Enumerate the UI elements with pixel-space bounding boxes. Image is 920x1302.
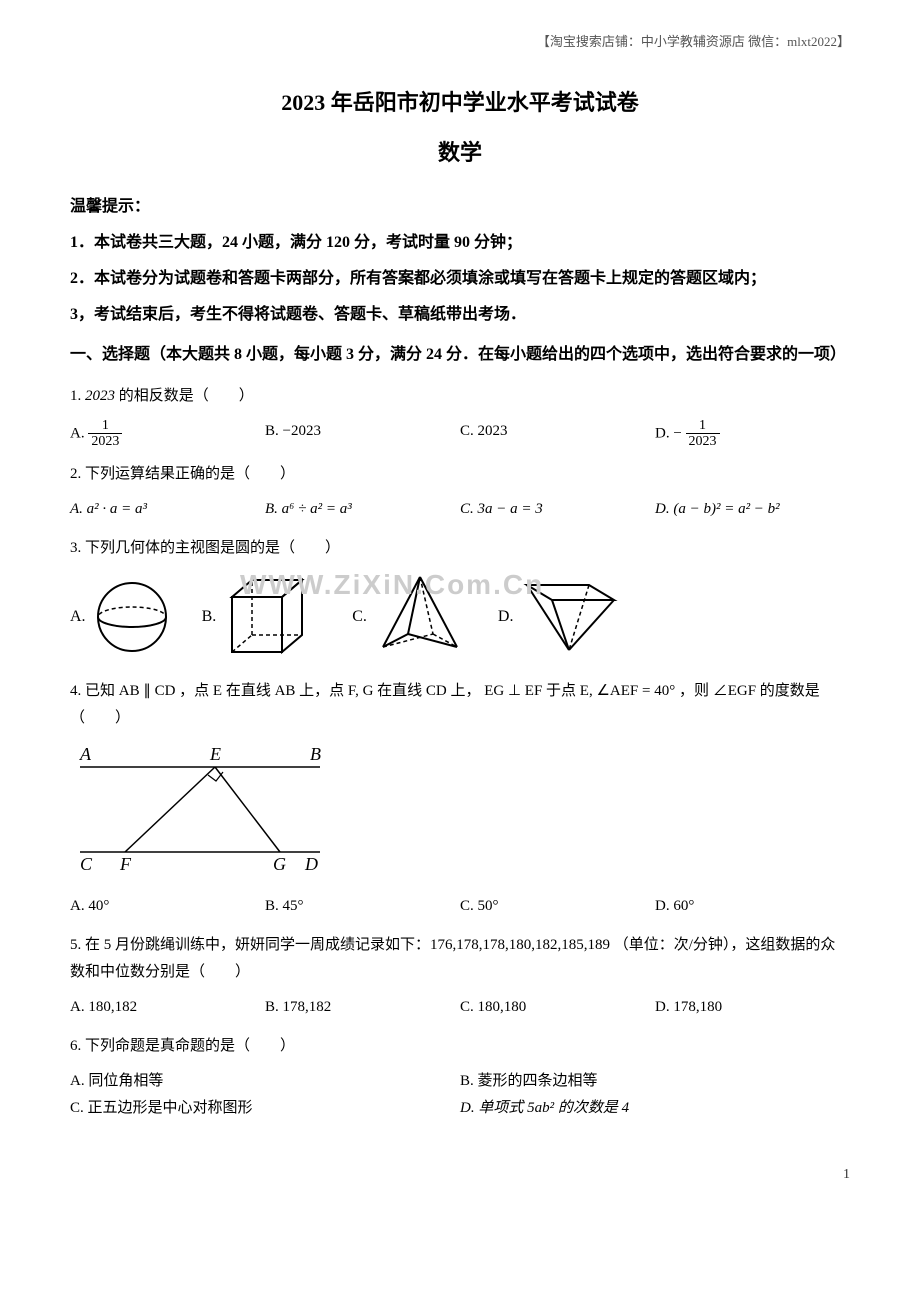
diag-label-g: G (273, 854, 286, 872)
q1-option-a: A. 1 2023 (70, 418, 265, 450)
q3-option-a: A. (70, 577, 172, 657)
diag-label-f: F (119, 854, 132, 872)
q3-option-b: B. (202, 572, 323, 662)
q1a-num: 1 (88, 418, 122, 434)
q5-options: A. 180,182 B. 178,182 C. 180,180 D. 178,… (70, 994, 850, 1021)
q3-options: A. B. C. (70, 572, 850, 662)
instruction-1: 1．本试卷共三大题，24 小题，满分 120 分，考试时量 90 分钟； (70, 227, 850, 259)
q6-options: A. 同位角相等 B. 菱形的四条边相等 C. 正五边形是中心对称图形 D. 单… (70, 1068, 850, 1122)
q1d-label: D. − (655, 425, 682, 441)
q6-option-b: B. 菱形的四条边相等 (460, 1068, 850, 1095)
diag-label-e: E (209, 744, 221, 764)
q1-suffix: 的相反数是（ ） (115, 388, 254, 404)
main-title: 2023 年岳阳市初中学业水平考试试卷 (70, 83, 850, 123)
q6-option-c: C. 正五边形是中心对称图形 (70, 1095, 460, 1122)
q3b-label: B. (202, 603, 217, 632)
q6-option-a: A. 同位角相等 (70, 1068, 460, 1095)
q1a-label: A. (70, 425, 88, 441)
q1-option-d: D. − 1 2023 (655, 418, 850, 450)
q5-option-a: A. 180,182 (70, 994, 265, 1021)
q1-number: 2023 (85, 388, 115, 404)
q4-options: A. 40° B. 45° C. 50° D. 60° (70, 893, 850, 920)
q2-options: A. a² · a = a³ B. a⁶ ÷ a² = a³ C. 3a − a… (70, 496, 850, 523)
page-container: 【淘宝搜索店铺：中小学教辅资源店 微信：mlxt2022】 2023 年岳阳市初… (70, 30, 850, 1187)
instruction-3: 3，考试结束后，考生不得将试题卷、答题卡、草稿纸带出考场． (70, 299, 850, 331)
q5-option-d: D. 178,180 (655, 994, 850, 1021)
section-1-header: 一、选择题（本大题共 8 小题，每小题 3 分，满分 24 分．在每小题给出的四… (70, 339, 850, 371)
q6-option-d: D. 单项式 5ab² 的次数是 4 (460, 1095, 850, 1122)
q4-diagram: A E B C F G D (70, 742, 850, 883)
q1-option-b: B. −2023 (265, 418, 460, 450)
sphere-icon (92, 577, 172, 657)
prism-icon (519, 575, 624, 660)
q3-option-d: D. (498, 575, 625, 660)
q1d-fraction: 1 2023 (686, 418, 720, 450)
q4-option-c: C. 50° (460, 893, 655, 920)
question-3: 3. 下列几何体的主视图是圆的是（ ） (70, 535, 850, 562)
q1-options: A. 1 2023 B. −2023 C. 2023 D. − 1 2023 (70, 418, 850, 450)
q4-option-d: D. 60° (655, 893, 850, 920)
page-number: 1 (70, 1162, 850, 1187)
q1-option-c: C. 2023 (460, 418, 655, 450)
q2-option-d: D. (a − b)² = a² − b² (655, 496, 850, 523)
question-5: 5. 在 5 月份跳绳训练中，妍妍同学一周成绩记录如下：176,178,178,… (70, 932, 850, 986)
q4-option-b: B. 45° (265, 893, 460, 920)
q2-option-b: B. a⁶ ÷ a² = a³ (265, 496, 460, 523)
q1-prefix: 1. (70, 388, 85, 404)
q3-option-c: C. (352, 572, 468, 662)
q4-option-a: A. 40° (70, 893, 265, 920)
question-1: 1. 2023 的相反数是（ ） (70, 383, 850, 410)
diag-label-b: B (310, 744, 321, 764)
pyramid-icon (373, 572, 468, 662)
q3d-label: D. (498, 603, 514, 632)
question-4: 4. 已知 AB ∥ CD ，点 E 在直线 AB 上，点 F, G 在直线 C… (70, 678, 850, 732)
question-6: 6. 下列命题是真命题的是（ ） (70, 1033, 850, 1060)
cube-icon (222, 572, 322, 662)
q2-option-c: C. 3a − a = 3 (460, 496, 655, 523)
q1a-den: 2023 (88, 434, 122, 449)
q3a-label: A. (70, 603, 86, 632)
header-note: 【淘宝搜索店铺：中小学教辅资源店 微信：mlxt2022】 (70, 30, 850, 53)
diag-label-c: C (80, 854, 93, 872)
q1d-num: 1 (686, 418, 720, 434)
diag-label-a: A (79, 744, 92, 764)
angle-diagram-icon: A E B C F G D (70, 742, 330, 872)
q1d-den: 2023 (686, 434, 720, 449)
q3c-label: C. (352, 603, 367, 632)
diag-label-d: D (304, 854, 318, 872)
q2-option-a: A. a² · a = a³ (70, 496, 265, 523)
q5-option-b: B. 178,182 (265, 994, 460, 1021)
sub-title: 数学 (70, 133, 850, 173)
q5-option-c: C. 180,180 (460, 994, 655, 1021)
q1a-fraction: 1 2023 (88, 418, 122, 450)
question-2: 2. 下列运算结果正确的是（ ） (70, 461, 850, 488)
instructions-heading: 温馨提示： (70, 191, 850, 223)
instruction-2: 2．本试卷分为试题卷和答题卡两部分，所有答案都必须填涂或填写在答题卡上规定的答题… (70, 263, 850, 295)
